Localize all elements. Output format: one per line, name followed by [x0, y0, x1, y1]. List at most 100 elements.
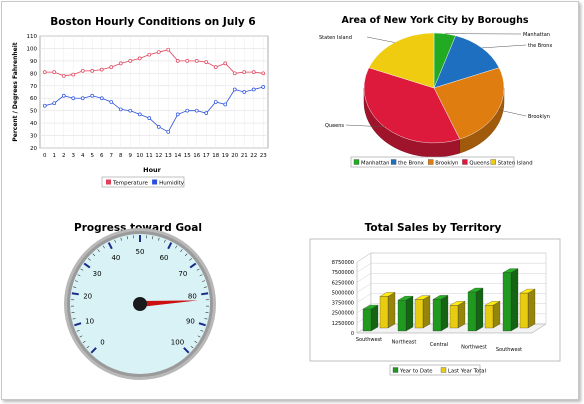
bar-y-tick-label: 2500000: [332, 311, 354, 317]
pie-leader-the-bronx: [481, 44, 527, 49]
x-tick-label: 7: [110, 153, 114, 159]
x-tick-label: 9: [129, 153, 133, 159]
gauge-minor-tick: [189, 258, 192, 261]
gauge-minor-tick: [86, 345, 90, 349]
data-point-humidity: [232, 87, 237, 92]
gauge-minor-tick: [194, 340, 198, 344]
bar-x-tick-label: Southwest: [496, 347, 522, 353]
bar-year-to-date: [397, 300, 407, 332]
bar-last-year-total: [414, 299, 424, 329]
bar-gridline-side: [356, 262, 372, 273]
line-plot-area: [39, 35, 269, 149]
gauge-minor-tick: [77, 274, 81, 277]
x-tick-label: 2: [62, 153, 66, 159]
bar-last-year-total: [484, 305, 494, 329]
data-point-temperature: [232, 71, 237, 76]
pie-leader-queens: [345, 124, 385, 128]
legend-swatch-brooklyn: [428, 159, 434, 165]
legend-label-temperature: Temperature: [112, 181, 148, 187]
bar-side-year-to-date: [440, 295, 449, 332]
data-point-temperature: [128, 59, 133, 63]
x-tick-label: 20: [231, 153, 238, 159]
gauge-tick-label: 100: [171, 338, 184, 346]
y-tick-label: 110: [27, 34, 38, 40]
data-point-temperature: [223, 61, 228, 66]
data-point-humidity: [213, 100, 218, 104]
gauge-minor-tick: [203, 286, 207, 288]
data-point-humidity: [194, 108, 199, 113]
bar-year-to-date: [467, 291, 477, 332]
data-point-humidity: [204, 111, 209, 116]
legend-swatch-queens: [462, 159, 468, 165]
gauge-minor-tick: [102, 245, 105, 249]
y-tick-label: 70: [30, 84, 37, 90]
data-point-temperature: [204, 60, 209, 64]
bar-y-tick-label: 3750000: [332, 301, 354, 307]
data-point-temperature: [194, 59, 199, 63]
gauge-minor-tick: [120, 237, 122, 241]
legend-label-manhattan: Manhattan: [361, 161, 390, 167]
line-chart-title: Boston Hourly Conditions on July 6: [50, 16, 255, 28]
data-point-temperature: [137, 56, 142, 61]
y-tick-label: 60: [30, 96, 37, 102]
pie-chart-legend: Manhattan the Bronx Brooklyn Queens Staten I…: [350, 156, 533, 168]
data-point-temperature: [118, 61, 123, 66]
bar-chart-plot: 0 1250000 2500000 3750000 5000000 6250000 7500…: [332, 252, 547, 353]
line-chart-ylabel: Percent / Degrees Fahrenheit: [12, 42, 19, 141]
y-tick-label: 50: [30, 109, 37, 115]
gauge-tick-label: 10: [85, 317, 94, 325]
pie-chart: Area of New York City by Boroughs Manhat…: [319, 15, 552, 168]
gauge-tick-label: 20: [83, 293, 92, 301]
bar-x-tick-label: Northeast: [392, 340, 417, 346]
gauge-major-tick: [83, 262, 91, 269]
pie-label-staten-island: Staten Island: [319, 35, 352, 41]
bar-side-year-to-date: [405, 295, 414, 332]
data-point-temperature: [99, 67, 104, 72]
bar-side-last-year-total: [387, 292, 396, 329]
bar-side-last-year-total: [457, 301, 466, 329]
data-point-temperature: [42, 70, 47, 74]
data-point-temperature: [261, 71, 266, 76]
gauge-tick-label: 60: [160, 254, 169, 262]
x-tick-label: 1: [53, 153, 57, 159]
gauge-major-tick: [167, 242, 173, 250]
x-tick-label: 6: [100, 153, 104, 159]
data-point-humidity: [223, 102, 228, 107]
gauge-tick-label: 80: [188, 293, 197, 301]
bar-chart: Total Sales by Territory 0 1250000 2500000…: [309, 222, 561, 376]
x-tick-label: 19: [222, 153, 229, 159]
x-tick-label: 13: [165, 153, 172, 159]
legend-swatch-last-year-total: [440, 367, 447, 373]
legend-label-staten-island: Staten Island: [498, 161, 533, 167]
bar-year-to-date: [502, 272, 512, 332]
bar-side-year-to-date: [370, 304, 379, 332]
x-tick-label: 23: [260, 153, 267, 159]
x-tick-label: 14: [174, 153, 181, 159]
data-point-humidity: [118, 107, 123, 112]
bar-y-tick-label: 8750000: [332, 260, 354, 266]
gauge-minor-tick: [72, 318, 76, 320]
data-point-humidity: [137, 112, 142, 117]
gauge-minor-tick: [199, 274, 203, 277]
gauge-minor-tick: [82, 340, 86, 344]
line-chart-plot: [42, 47, 266, 134]
gauge-minor-tick: [164, 239, 166, 243]
data-point-temperature: [251, 70, 256, 74]
bar-side-last-year-total: [422, 295, 431, 329]
data-point-temperature: [80, 68, 85, 73]
data-point-temperature: [156, 50, 161, 55]
y-tick-label: 100: [27, 46, 38, 52]
x-tick-label: 10: [136, 153, 143, 159]
legend-label-humidity: Humidity: [159, 181, 185, 187]
gauge-minor-tick: [73, 286, 77, 288]
gauge-minor-tick: [152, 236, 154, 240]
gauge-minor-tick: [204, 318, 208, 320]
data-point-temperature: [147, 52, 152, 57]
x-tick-label: 18: [212, 153, 219, 159]
x-tick-label: 21: [241, 153, 248, 159]
gauge-title: Progress toward Goal: [74, 222, 202, 234]
bar-side-last-year-total: [492, 301, 501, 329]
gauge-tick-label: 30: [93, 270, 102, 278]
data-point-humidity: [128, 108, 133, 113]
